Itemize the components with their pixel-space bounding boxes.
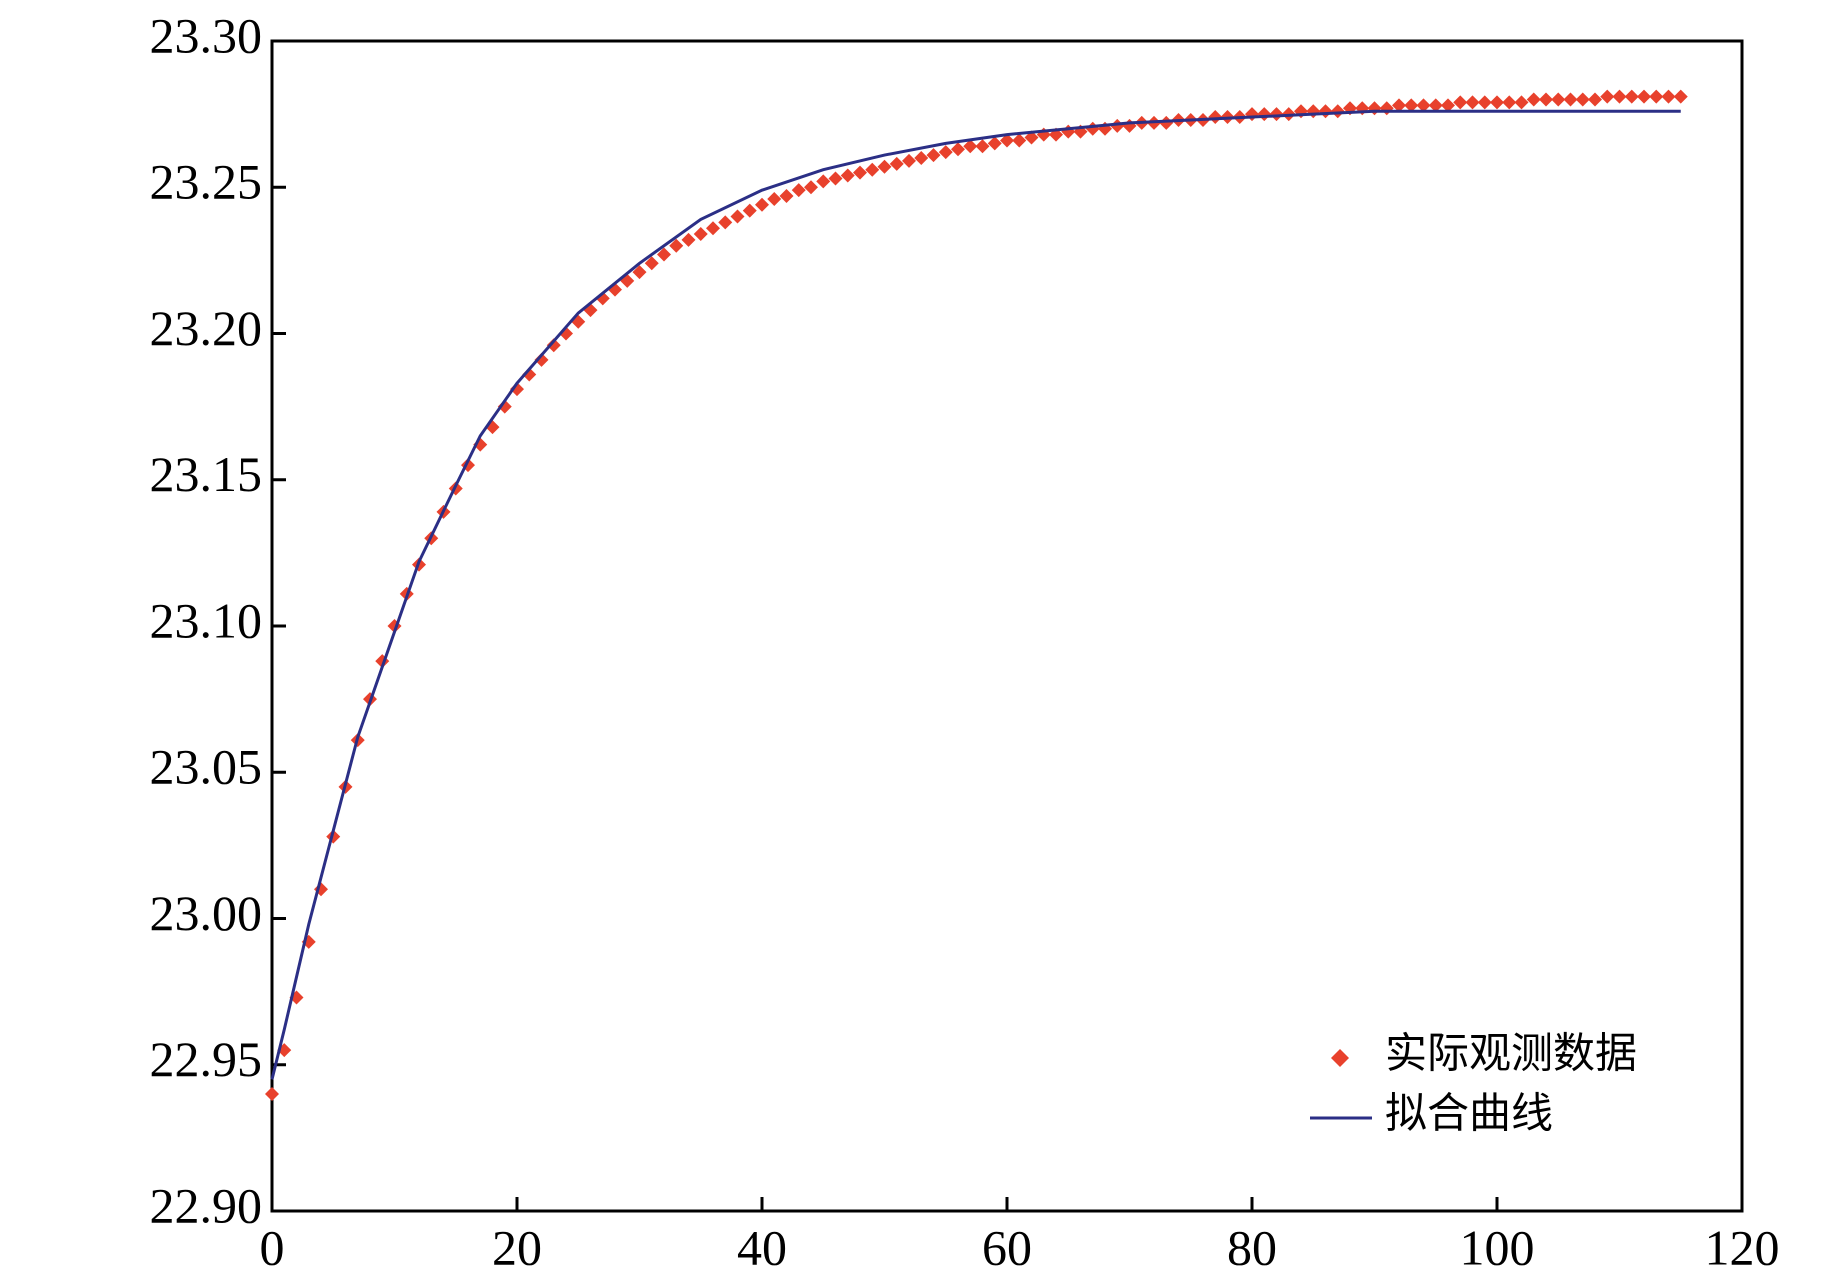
data-point (1330, 104, 1345, 119)
y-tick-label: 22.90 (150, 1177, 263, 1233)
data-point (1600, 89, 1615, 104)
data-point (1392, 98, 1406, 113)
data-point (1012, 133, 1027, 148)
fit-line (270, 109, 1681, 1080)
data-point (1269, 107, 1284, 122)
data-point (1490, 95, 1504, 110)
data-point (1575, 92, 1590, 107)
x-tick-label: 100 (1460, 1219, 1535, 1275)
data-point (865, 162, 880, 177)
data-point (1502, 95, 1517, 110)
data-point (1453, 95, 1468, 110)
legend-label: 实际观测数据 (1385, 1031, 1637, 1078)
x-tick-label: 20 (492, 1219, 542, 1275)
data-point (1000, 133, 1014, 148)
data-point (1526, 92, 1541, 107)
x-tick-label: 0 (260, 1219, 285, 1275)
y-tick-label: 23.25 (150, 154, 263, 210)
data-point (791, 183, 806, 198)
data-point (1588, 92, 1602, 107)
data-point (742, 203, 757, 218)
data-point (1122, 118, 1137, 133)
data-point (546, 338, 561, 353)
x-tick-label: 40 (737, 1219, 787, 1275)
data-point (889, 156, 904, 171)
data-point (1306, 104, 1321, 119)
data-point (510, 382, 524, 397)
data-point (632, 265, 647, 280)
data-point (669, 238, 684, 253)
data-point (1673, 89, 1688, 104)
x-tick-label: 80 (1227, 1219, 1277, 1275)
data-point (1661, 89, 1676, 104)
data-point (1367, 101, 1382, 116)
data-point (914, 151, 929, 165)
data-point (902, 153, 916, 168)
legend-marker (1331, 1049, 1349, 1067)
data-point (534, 352, 549, 367)
data-point (497, 399, 512, 414)
data-point (853, 165, 867, 180)
data-point (1159, 115, 1174, 130)
data-point (706, 221, 720, 236)
data-point (1257, 107, 1272, 122)
data-point (1624, 89, 1639, 104)
data-point (816, 174, 831, 189)
data-point (963, 139, 978, 154)
data-point (1551, 92, 1566, 107)
data-point (1612, 89, 1627, 104)
data-point (828, 171, 843, 186)
data-point (1465, 95, 1480, 110)
data-point (1563, 92, 1578, 107)
data-point (1061, 124, 1076, 139)
data-point (1379, 101, 1394, 116)
data-point (951, 142, 965, 157)
y-tick-label: 23.15 (150, 446, 263, 502)
data-point (840, 168, 855, 183)
data-point (1428, 98, 1443, 113)
data-point (804, 180, 818, 195)
data-point (1404, 98, 1419, 113)
data-point (877, 159, 892, 174)
x-tick-label: 60 (982, 1219, 1032, 1275)
data-point (265, 1087, 279, 1101)
data-point (767, 191, 782, 206)
data-point (1649, 89, 1664, 104)
x-tick-label: 120 (1705, 1219, 1780, 1275)
data-point (779, 189, 794, 204)
y-tick-label: 23.00 (150, 885, 263, 941)
data-point (1637, 89, 1651, 104)
y-tick-label: 22.95 (150, 1031, 263, 1087)
y-tick-label: 23.10 (150, 592, 263, 648)
data-point (1477, 95, 1492, 110)
y-tick-label: 23.20 (150, 300, 263, 356)
y-tick-label: 23.05 (150, 739, 263, 795)
data-point (1318, 104, 1333, 119)
legend-label: 拟合曲线 (1385, 1092, 1553, 1138)
data-point (1245, 107, 1259, 122)
data-point (730, 209, 745, 224)
data-point (1085, 121, 1100, 136)
data-point (975, 139, 990, 154)
data-point (644, 256, 659, 271)
data-point (681, 232, 696, 247)
data-point (1208, 110, 1223, 125)
data-point (755, 197, 769, 212)
data-point (1514, 95, 1529, 110)
data-point (693, 227, 708, 242)
data-point (1539, 92, 1553, 107)
data-point (938, 145, 953, 160)
data-point (926, 148, 941, 163)
data-point (657, 247, 671, 262)
data-point (1416, 98, 1431, 113)
data-point (718, 215, 733, 230)
data-point (1441, 98, 1455, 113)
data-point (987, 136, 1002, 151)
y-tick-label: 23.30 (150, 7, 263, 63)
